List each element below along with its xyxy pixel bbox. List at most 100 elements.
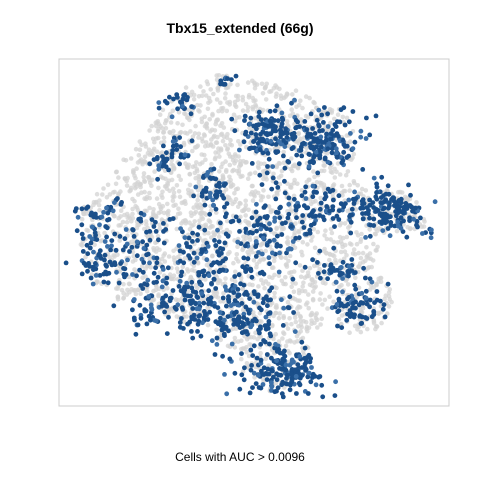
high-auc-cell-point [284, 372, 290, 378]
high-auc-cell-point [358, 321, 364, 326]
background-cell-point [187, 182, 193, 188]
background-cell-point [263, 356, 269, 362]
high-auc-cell-point [262, 339, 268, 345]
high-auc-cell-point [291, 196, 297, 202]
background-cell-point [227, 102, 232, 107]
high-auc-cell-point [189, 316, 195, 322]
background-cell-point [216, 234, 222, 239]
background-cell-point [171, 165, 177, 171]
high-auc-cell-point [364, 115, 369, 121]
background-cell-point [305, 242, 310, 247]
background-cell-point [320, 280, 326, 286]
high-auc-cell-point [396, 204, 402, 210]
high-auc-cell-point [131, 234, 137, 239]
background-cell-point [347, 241, 353, 246]
background-cell-point [292, 340, 297, 345]
background-cell-point [293, 221, 298, 226]
high-auc-cell-point [198, 333, 204, 339]
high-auc-cell-point [130, 307, 135, 313]
background-cell-point [175, 121, 180, 126]
background-cell-point [203, 222, 209, 228]
high-auc-cell-point [161, 162, 167, 168]
high-auc-cell-point [363, 315, 368, 320]
background-cell-point [161, 135, 167, 140]
high-auc-cell-point [182, 235, 188, 241]
high-auc-cell-point [261, 205, 267, 210]
high-auc-cell-point [262, 214, 268, 220]
high-auc-cell-point [310, 183, 316, 189]
high-auc-cell-point [279, 121, 285, 127]
high-auc-cell-point [358, 300, 364, 305]
high-auc-cell-point [124, 241, 130, 247]
high-auc-cell-point [254, 228, 259, 234]
high-auc-cell-point [211, 276, 217, 282]
background-cell-point [357, 261, 363, 266]
background-cell-point [187, 227, 193, 232]
high-auc-cell-point [388, 223, 394, 228]
high-auc-cell-point [316, 271, 321, 276]
high-auc-cell-point [243, 131, 248, 137]
background-cell-point [185, 269, 191, 274]
background-cell-point [335, 161, 341, 166]
high-auc-cell-point [259, 251, 265, 257]
background-cell-point [180, 122, 185, 128]
high-auc-cell-point [180, 103, 185, 109]
high-auc-cell-point [306, 370, 312, 376]
background-cell-point [318, 322, 323, 327]
background-cell-point [203, 140, 209, 145]
high-auc-cell-point [225, 76, 230, 81]
background-cell-point [278, 255, 284, 261]
background-cell-point [166, 254, 172, 259]
high-auc-cell-point [397, 208, 403, 214]
background-cell-point [206, 230, 211, 236]
high-auc-cell-point [410, 208, 415, 214]
high-auc-cell-point [335, 309, 341, 315]
high-auc-cell-point [367, 197, 372, 203]
high-auc-cell-point [188, 111, 194, 117]
background-cell-point [300, 239, 306, 245]
high-auc-cell-point [63, 260, 69, 266]
background-cell-point [160, 189, 165, 195]
high-auc-cell-point [281, 153, 286, 159]
high-auc-cell-point [217, 184, 222, 190]
background-cell-point [246, 252, 252, 258]
background-cell-point [161, 130, 166, 135]
high-auc-cell-point [391, 195, 397, 201]
high-auc-cell-point [165, 265, 171, 271]
background-cell-point [233, 197, 239, 202]
high-auc-cell-point [214, 193, 220, 199]
background-cell-point [319, 316, 325, 322]
background-cell-point [281, 160, 287, 165]
background-cell-point [151, 297, 157, 302]
high-auc-cell-point [303, 359, 309, 365]
background-cell-point [174, 314, 180, 319]
high-auc-cell-point [386, 191, 392, 197]
background-cell-point [84, 227, 89, 233]
high-auc-cell-point [429, 227, 434, 233]
high-auc-cell-point [105, 280, 111, 286]
background-cell-point [269, 323, 275, 329]
background-cell-point [169, 158, 174, 163]
background-cell-point [173, 297, 179, 302]
high-auc-cell-point [255, 218, 260, 224]
background-cell-point [311, 226, 317, 232]
high-auc-cell-point [273, 124, 278, 130]
high-auc-cell-point [302, 264, 308, 270]
background-cell-point [287, 113, 293, 119]
high-auc-cell-point [333, 279, 339, 285]
background-cell-point [295, 165, 301, 170]
high-auc-cell-point [330, 265, 336, 271]
background-cell-point [156, 201, 162, 207]
background-cell-point [246, 353, 252, 359]
background-cell-point [217, 154, 222, 159]
high-auc-cell-point [269, 355, 274, 361]
high-auc-cell-point [156, 166, 162, 172]
background-cell-point [233, 269, 238, 275]
high-auc-cell-point [348, 230, 354, 236]
high-auc-cell-point [274, 371, 279, 377]
background-cell-point [133, 291, 139, 297]
background-cell-point [338, 220, 344, 226]
high-auc-cell-point [273, 180, 279, 186]
high-auc-cell-point [316, 107, 322, 113]
high-auc-cell-point [206, 273, 212, 279]
